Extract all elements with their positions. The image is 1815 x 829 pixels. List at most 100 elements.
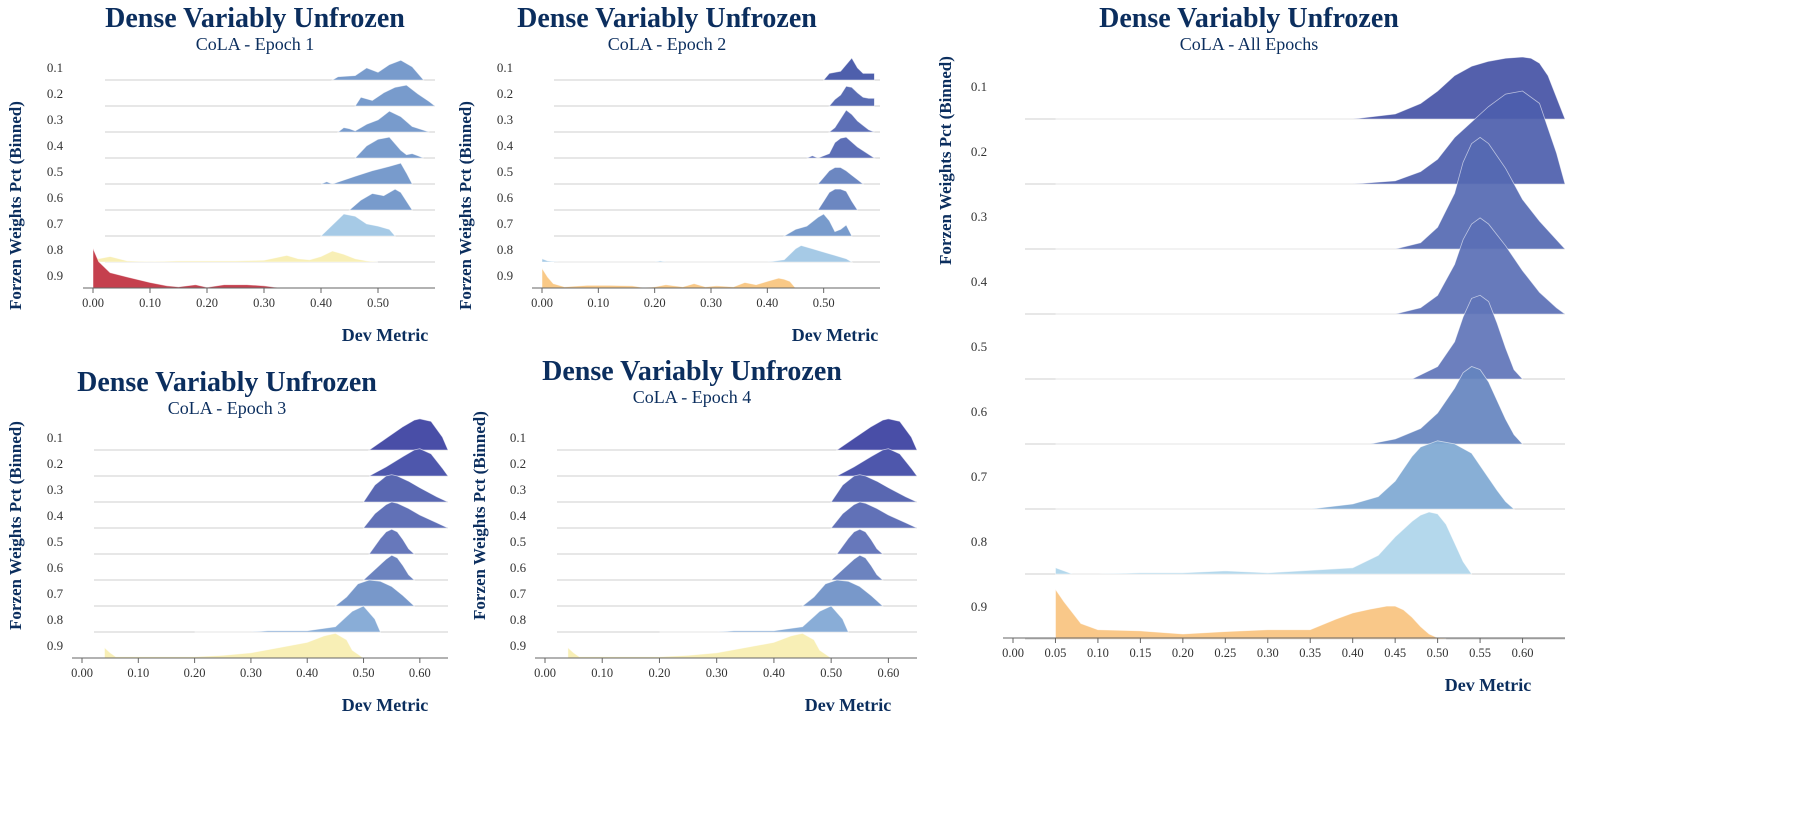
x-tick-label: 0.60 xyxy=(1512,646,1534,660)
x-tick-label: 0.40 xyxy=(763,666,785,680)
chart-title: Dense Variably Unfrozen xyxy=(542,356,842,387)
y-tick-label: 0.7 xyxy=(47,216,64,231)
x-tick-label: 0.05 xyxy=(1045,646,1067,660)
y-tick-label: 0.9 xyxy=(510,638,526,653)
ridge-series-0.4 xyxy=(354,136,424,159)
ridge-series-0.9 xyxy=(104,632,365,659)
y-tick-label: 0.8 xyxy=(497,242,513,257)
y-tick-label: 0.7 xyxy=(510,586,527,601)
x-tick-label: 0.40 xyxy=(310,296,332,310)
x-tick-label: 0.60 xyxy=(877,666,899,680)
x-tick-label: 0.30 xyxy=(706,666,728,680)
y-tick-label: 0.1 xyxy=(510,430,526,445)
x-tick-label: 0.50 xyxy=(353,666,375,680)
x-tick-label: 0.00 xyxy=(531,296,553,310)
y-axis-label: Forzen Weights Pct (Binned) xyxy=(456,101,475,310)
ridge-series-0.7 xyxy=(1055,440,1516,510)
ridge-series-0.1 xyxy=(330,59,425,81)
y-tick-label: 0.5 xyxy=(47,534,63,549)
y-axis-label: Forzen Weights Pct (Binned) xyxy=(470,411,489,620)
ridge-series-0.1 xyxy=(367,418,449,451)
y-axis-label: Forzen Weights Pct (Binned) xyxy=(936,56,955,265)
y-tick-label: 0.8 xyxy=(47,242,63,257)
x-axis-label: Dev Metric xyxy=(341,695,429,715)
ridge-series-0.2 xyxy=(369,448,449,477)
y-tick-label: 0.3 xyxy=(47,482,63,497)
x-tick-label: 0.00 xyxy=(1002,646,1024,660)
y-tick-label: 0.4 xyxy=(510,508,527,523)
x-tick-label: 0.20 xyxy=(644,296,666,310)
ridge-series-0.8 xyxy=(92,250,379,263)
ridge-series-0.4 xyxy=(362,501,449,529)
ridgeline-plot: 0.1 0.2 0.3 0.4 0.5 0.6 0.7 0.8 0.9 0.00 0.10 0.20 0… xyxy=(47,59,437,310)
y-tick-label: 0.1 xyxy=(971,79,987,94)
x-tick-label: 0.50 xyxy=(813,296,835,310)
ridge-series-0.3 xyxy=(362,474,449,503)
x-tick-label: 0.00 xyxy=(82,296,104,310)
y-tick-label: 0.2 xyxy=(497,86,513,101)
chart-title: Dense Variably Unfrozen xyxy=(105,3,405,34)
ridge-series-0.4 xyxy=(1055,217,1567,315)
ridge-series-0.6 xyxy=(830,554,884,581)
chart-title: Dense Variably Unfrozen xyxy=(517,3,817,34)
y-tick-label: 0.4 xyxy=(497,138,514,153)
y-tick-label: 0.1 xyxy=(47,430,63,445)
ridge-series-0.6 xyxy=(817,188,859,211)
ridge-series-0.7 xyxy=(320,213,396,237)
x-tick-label: 0.50 xyxy=(1427,646,1449,660)
ridge-series-0.9 xyxy=(541,266,797,289)
ridge-series-0.1 xyxy=(835,418,918,451)
y-tick-label: 0.5 xyxy=(47,164,63,179)
y-tick-label: 0.3 xyxy=(497,112,513,127)
y-tick-label: 0.2 xyxy=(47,456,63,471)
y-tick-label: 0.2 xyxy=(47,86,63,101)
ridge-series-0.5 xyxy=(320,162,413,185)
y-tick-label: 0.8 xyxy=(510,612,526,627)
ridge-series-0.5 xyxy=(368,528,416,555)
y-tick-label: 0.9 xyxy=(47,268,63,283)
y-tick-label: 0.9 xyxy=(47,638,63,653)
x-tick-label: 0.40 xyxy=(756,296,778,310)
ridge-series-0.7 xyxy=(801,579,884,607)
ridgeline-plot: 0.1 0.2 0.3 0.4 0.5 0.6 0.7 0.8 0.9 0.00 0.10 0.20 0… xyxy=(510,418,918,680)
y-tick-label: 0.9 xyxy=(971,599,987,614)
x-tick-label: 0.10 xyxy=(139,296,161,310)
y-tick-label: 0.7 xyxy=(47,586,64,601)
x-tick-label: 0.30 xyxy=(1257,646,1279,660)
x-tick-label: 0.30 xyxy=(240,666,262,680)
x-tick-label: 0.30 xyxy=(700,296,722,310)
y-tick-label: 0.3 xyxy=(971,209,987,224)
ridge-series-0.8 xyxy=(1055,511,1473,575)
y-tick-label: 0.6 xyxy=(497,190,514,205)
x-tick-label: 0.00 xyxy=(71,666,93,680)
ridge-series-0.2 xyxy=(1055,90,1566,185)
x-tick-label: 0.20 xyxy=(184,666,206,680)
x-tick-label: 0.20 xyxy=(196,296,218,310)
y-tick-label: 0.7 xyxy=(497,216,514,231)
y-tick-label: 0.1 xyxy=(497,60,513,75)
ridge-series-0.6 xyxy=(348,188,413,211)
ridge-series-0.3 xyxy=(830,474,918,503)
x-axis-label: Dev Metric xyxy=(804,695,892,715)
y-tick-label: 0.4 xyxy=(47,138,64,153)
x-axis-label: Dev Metric xyxy=(1444,675,1532,695)
x-tick-label: 0.25 xyxy=(1214,646,1236,660)
ridge-series-0.3 xyxy=(828,109,875,133)
y-tick-label: 0.9 xyxy=(497,268,513,283)
ridge-series-0.8 xyxy=(194,605,382,633)
ridge-series-0.3 xyxy=(336,110,430,133)
y-tick-label: 0.1 xyxy=(47,60,63,75)
y-tick-label: 0.7 xyxy=(971,469,988,484)
ridge-series-0.3 xyxy=(1055,136,1566,250)
x-tick-label: 0.00 xyxy=(534,666,556,680)
x-tick-label: 0.10 xyxy=(587,296,609,310)
y-tick-label: 0.8 xyxy=(47,612,63,627)
chart-subtitle: CoLA - Epoch 4 xyxy=(632,387,752,407)
y-tick-label: 0.6 xyxy=(510,560,527,575)
ridge-series-0.9 xyxy=(1055,588,1447,640)
y-tick-label: 0.8 xyxy=(971,534,987,549)
x-tick-label: 0.20 xyxy=(649,666,671,680)
ridge-series-0.9 xyxy=(92,248,282,289)
ridge-series-0.2 xyxy=(828,85,875,107)
x-axis-label: Dev Metric xyxy=(791,325,879,345)
